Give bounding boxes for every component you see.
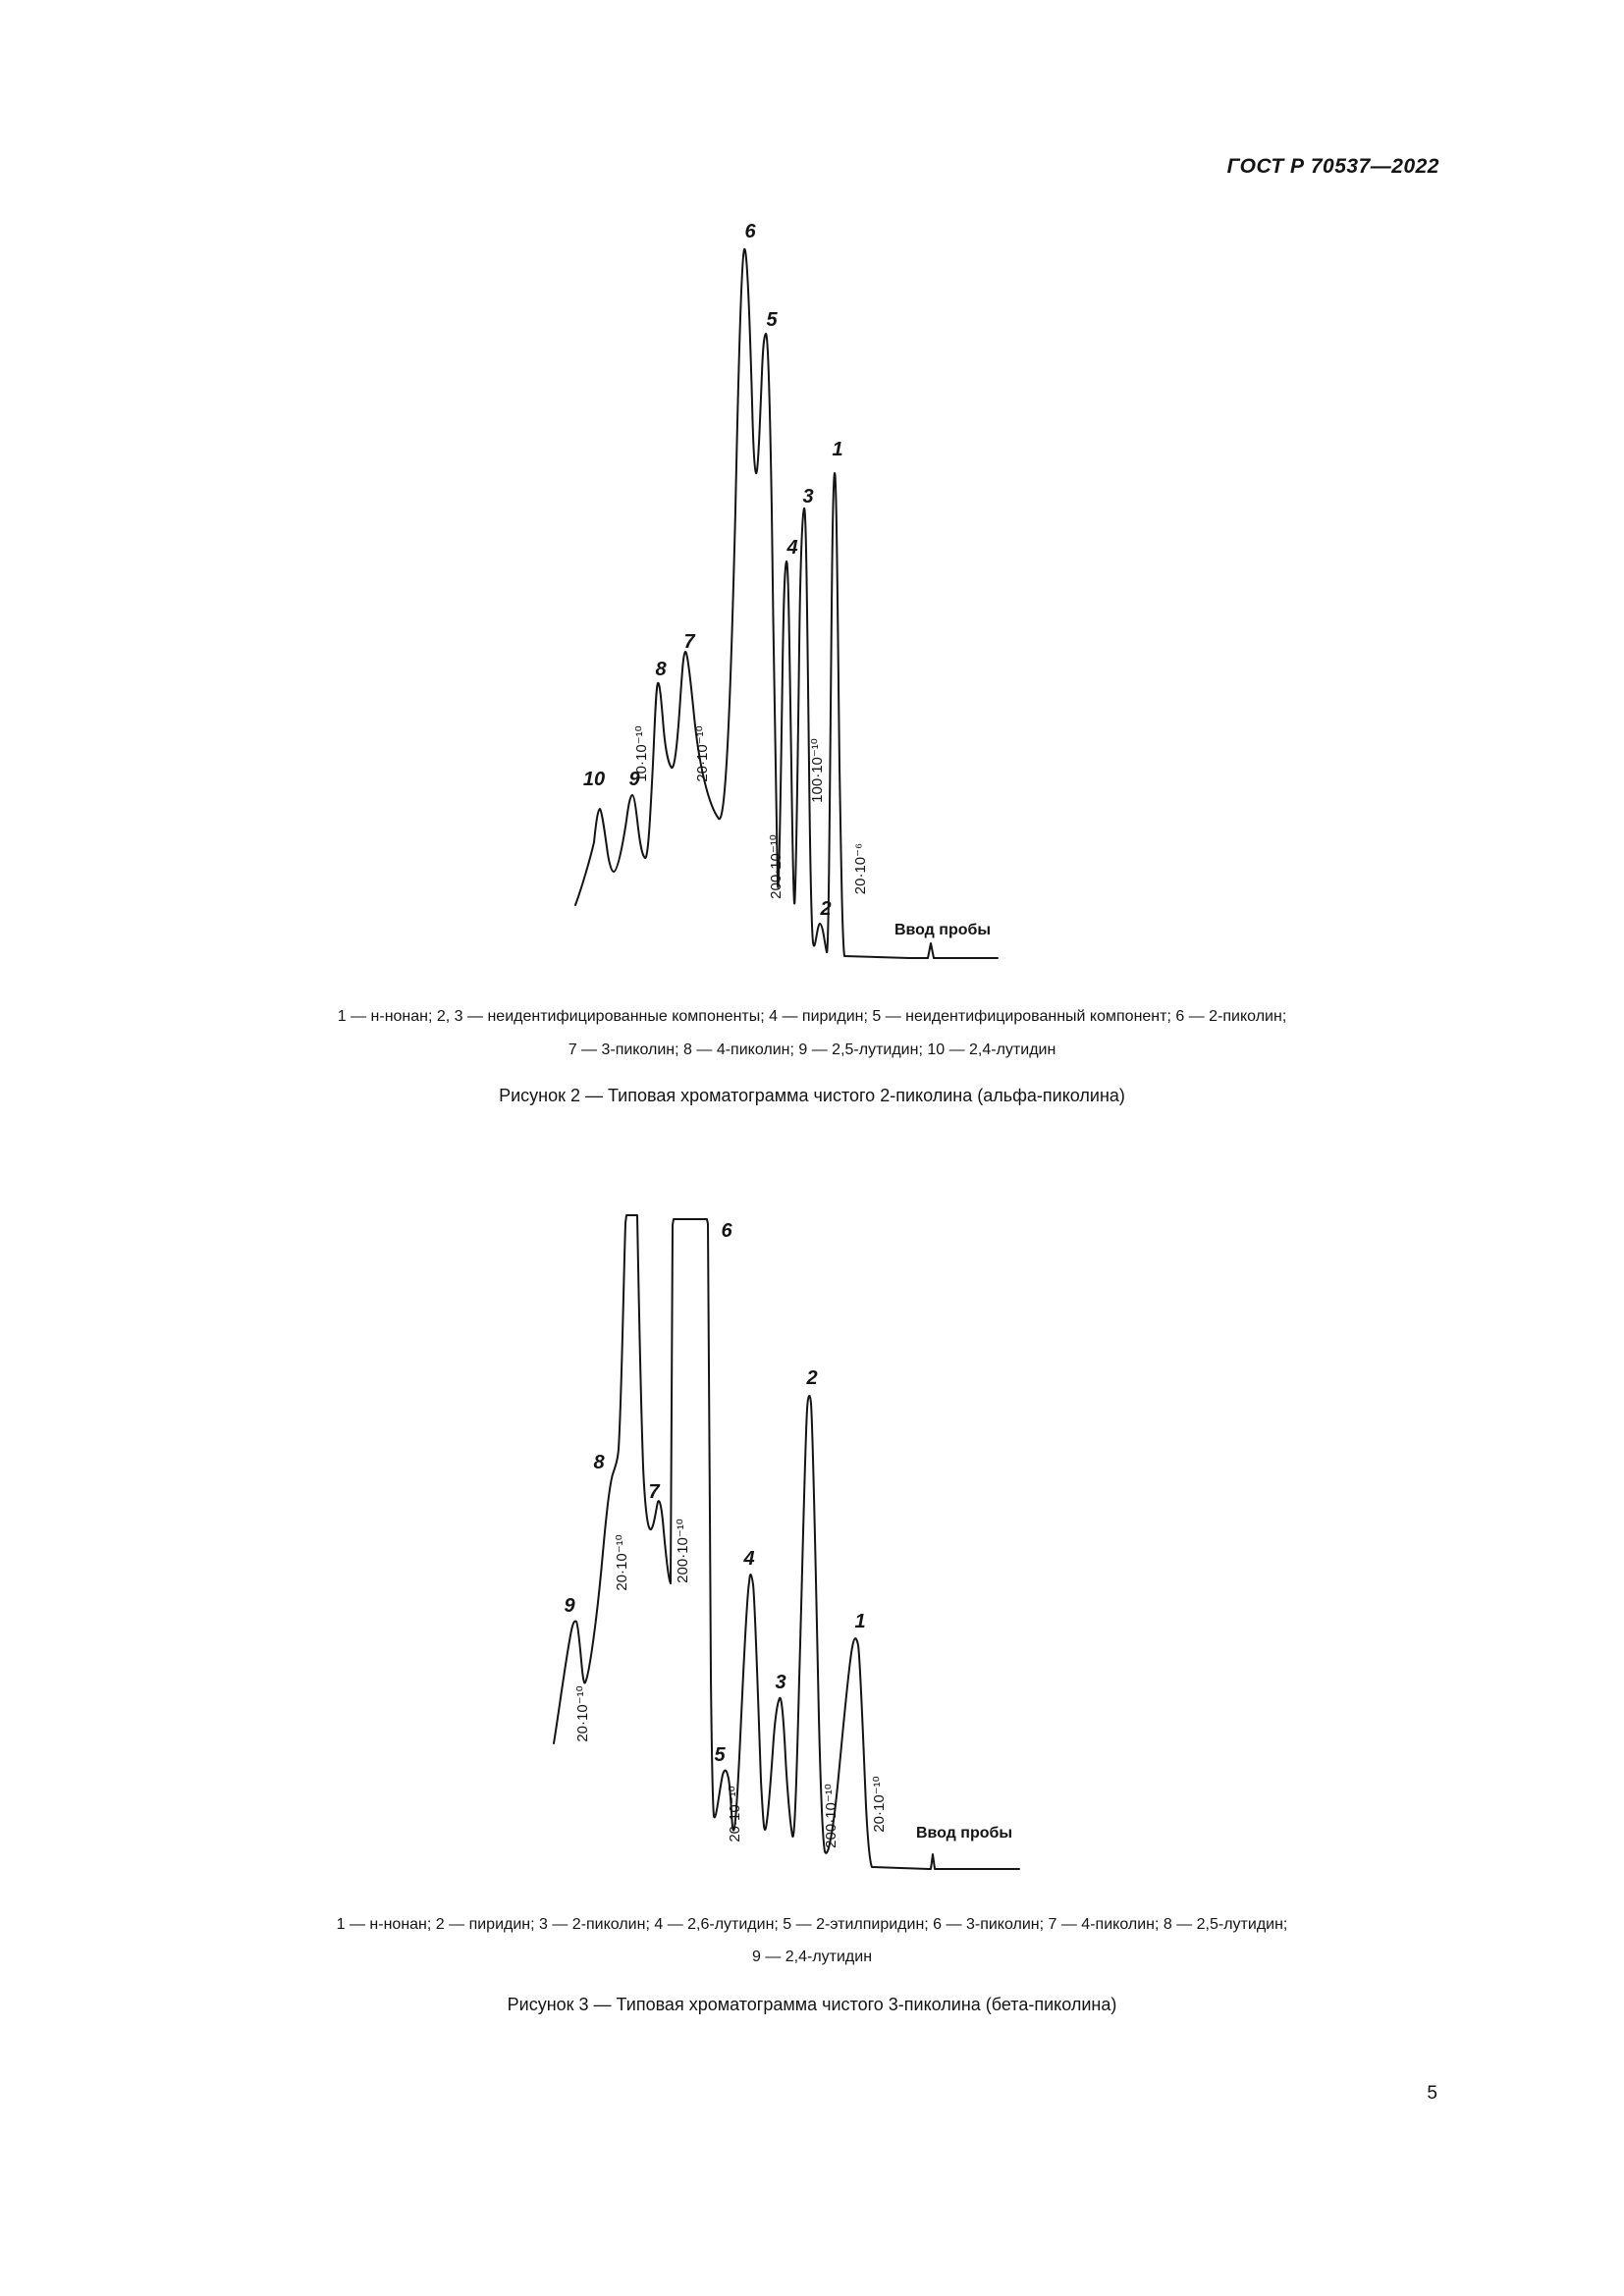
figure3-peak-label-6: 6 <box>721 1220 732 1242</box>
figure3-scale-label-2: 20·10⁻¹⁰ <box>614 1534 630 1590</box>
figure2-peak-label-10: 10 <box>583 769 605 790</box>
figure3-scale-label-4: 20·10⁻¹⁰ <box>727 1786 743 1842</box>
figure2-peak-label-7: 7 <box>683 631 695 653</box>
figure3-injection-label: Ввод пробы <box>916 1825 1012 1842</box>
figure2-scale-label-1: 10·10⁻¹⁰ <box>633 725 650 781</box>
figure3-scale-label-5: 200·10⁻¹⁰ <box>823 1784 839 1848</box>
figure2-chromatogram: 6 5 1 3 4 7 8 10 9 2 10·10⁻¹⁰ 20·10⁻¹⁰ 2… <box>574 221 999 959</box>
figure2-injection-label: Ввод пробы <box>894 922 991 938</box>
figure2-peak-label-4: 4 <box>785 537 797 559</box>
figure2-peak-label-3: 3 <box>802 486 813 507</box>
figure2-scale-label-4: 100·10⁻¹⁰ <box>809 738 826 803</box>
figure2-scale-label-2: 20·10⁻¹⁰ <box>694 725 711 781</box>
figure3-peak-label-4: 4 <box>742 1548 754 1570</box>
figure3-trace <box>553 1214 1020 1870</box>
figure2-scale-label-3: 200·10⁻¹⁰ <box>768 834 785 899</box>
figure2-trace <box>574 247 999 959</box>
figure3-peak-label-1: 1 <box>854 1611 865 1632</box>
figure2-scale-label-5: 20·10⁻⁶ <box>852 843 869 894</box>
figure2-title: Рисунок 2 — Типовая хроматограмма чистог… <box>499 1086 1125 1105</box>
figure3-scale-label-6: 20·10⁻¹⁰ <box>871 1776 888 1832</box>
figure2-peak-label-9: 9 <box>628 769 640 790</box>
figure2-peak-label-2: 2 <box>819 898 831 920</box>
figure3-caption-line2: 9 — 2,4-лутидин <box>751 1949 873 1965</box>
figure3-peak-label-9: 9 <box>564 1595 575 1617</box>
figure3-caption-line1: 1 — н-нонан; 2 — пиридин; 3 — 2-пиколин;… <box>336 1916 1288 1933</box>
figure3-peak-label-3: 3 <box>775 1672 785 1693</box>
figure3-peak-label-5: 5 <box>714 1744 726 1766</box>
figure2-caption-line2: 7 — 3-пиколин; 8 — 4-пиколин; 9 — 2,5-лу… <box>568 1041 1056 1058</box>
figure3-chromatogram: 6 8 7 9 2 4 1 3 5 20·10⁻¹⁰ 20·10⁻¹⁰ 200·… <box>553 1214 1020 1870</box>
figure2-caption-line1: 1 — н-нонан; 2, 3 — неидентифицированные… <box>337 1008 1287 1025</box>
figure2-peak-label-1: 1 <box>832 439 842 460</box>
figure3-scale-label-3: 200·10⁻¹⁰ <box>675 1519 691 1583</box>
document-header: ГОСТ Р 70537—2022 <box>1226 155 1439 178</box>
figure2-peak-label-5: 5 <box>766 309 778 331</box>
page-number: 5 <box>1427 2083 1437 2104</box>
figure2-peak-label-6: 6 <box>744 221 756 242</box>
figure3-peak-label-2: 2 <box>805 1367 817 1389</box>
figure3-peak-label-7: 7 <box>648 1481 660 1503</box>
figure3-title: Рисунок 3 — Типовая хроматограмма чистог… <box>507 1995 1117 2014</box>
figure3-scale-label-1: 20·10⁻¹⁰ <box>574 1685 591 1741</box>
figure2-peak-label-8: 8 <box>655 659 667 680</box>
figure3-peak-label-8: 8 <box>593 1452 605 1473</box>
